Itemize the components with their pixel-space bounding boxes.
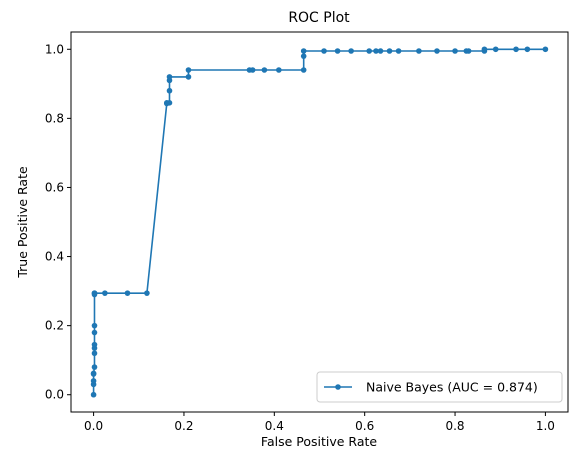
y-tick-label: 0.6 (45, 180, 64, 194)
roc-point (378, 48, 384, 54)
chart-title: ROC Plot (288, 10, 350, 26)
x-axis-ticks: 0.0 0.2 0.4 0.6 0.8 1.0 (84, 412, 555, 433)
y-tick-label: 0.8 (45, 111, 64, 125)
x-tick-label: 0.2 (174, 419, 193, 433)
roc-point (144, 290, 150, 296)
roc-point (301, 67, 307, 73)
roc-point (92, 350, 98, 356)
roc-point (167, 74, 173, 80)
x-tick-label: 0.6 (355, 419, 374, 433)
roc-point (335, 48, 341, 54)
roc-point (91, 371, 97, 377)
x-axis-label: False Positive Rate (261, 434, 377, 449)
roc-point (348, 48, 354, 54)
roc-point (466, 48, 472, 54)
roc-point (92, 323, 98, 329)
roc-point (91, 392, 97, 398)
roc-point (92, 364, 98, 370)
roc-point (493, 46, 499, 52)
y-tick-label: 1.0 (45, 42, 64, 56)
roc-curve-line (94, 49, 546, 394)
y-tick-label: 0.0 (45, 388, 64, 402)
roc-point (92, 342, 98, 348)
roc-point (91, 378, 97, 384)
legend-point-marker (335, 384, 341, 390)
roc-point (167, 88, 173, 94)
roc-point (125, 290, 131, 296)
roc-point (396, 48, 402, 54)
roc-point (186, 67, 192, 73)
roc-point (92, 290, 98, 296)
roc-point (513, 46, 519, 52)
legend: Naive Bayes (AUC = 0.874) (317, 372, 562, 402)
roc-point (387, 48, 393, 54)
series-layer (91, 46, 548, 397)
roc-point (452, 48, 458, 54)
y-tick-label: 0.4 (45, 250, 64, 264)
roc-point (416, 48, 422, 54)
y-tick-label: 0.2 (45, 319, 64, 333)
x-tick-label: 1.0 (536, 419, 555, 433)
x-tick-label: 0.8 (445, 419, 464, 433)
roc-point (482, 46, 488, 52)
x-tick-label: 0.0 (84, 419, 103, 433)
x-tick-label: 0.4 (265, 419, 284, 433)
roc-point (543, 46, 549, 52)
roc-point (366, 48, 372, 54)
roc-point (262, 67, 268, 73)
roc-point (301, 53, 307, 59)
plot-area (71, 32, 568, 412)
y-axis-ticks: 0.0 0.2 0.4 0.6 0.8 1.0 (45, 42, 71, 401)
roc-point (92, 330, 98, 336)
roc-point (321, 48, 327, 54)
roc-point (301, 48, 307, 54)
roc-point (434, 48, 440, 54)
roc-point (102, 290, 108, 296)
roc-point (186, 74, 192, 80)
roc-point (250, 67, 256, 73)
roc-point (525, 46, 531, 52)
plot-frame (71, 32, 568, 412)
legend-series-name: Naive Bayes (AUC = 0.874) (366, 380, 538, 395)
y-axis-label: True Positive Rate (15, 166, 30, 279)
roc-point (276, 67, 282, 73)
roc-point (167, 100, 173, 106)
